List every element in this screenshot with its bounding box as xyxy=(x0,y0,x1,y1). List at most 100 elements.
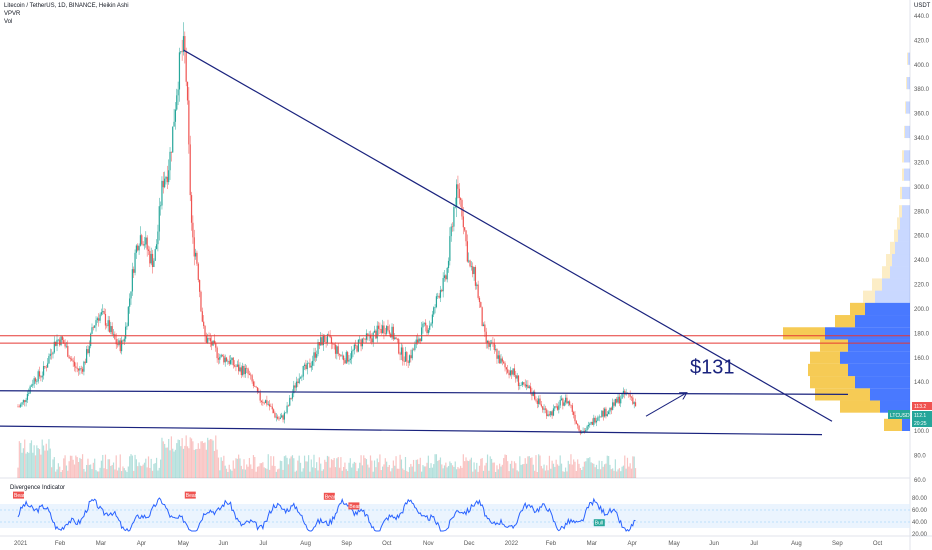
volume-bar xyxy=(142,464,144,478)
volume-bar xyxy=(365,459,368,478)
descending-trendline[interactable] xyxy=(183,49,833,422)
vp-up-bar xyxy=(890,266,910,279)
channel-bottom-line[interactable] xyxy=(0,425,823,436)
volume-bar xyxy=(329,467,331,478)
volume-bar xyxy=(271,465,273,478)
candle-body xyxy=(488,340,490,347)
price-tick-label: 140.0 xyxy=(914,380,930,386)
price-tick-label: 240.0 xyxy=(914,258,930,264)
volume-bar xyxy=(587,458,590,478)
volume-bar xyxy=(176,443,178,478)
price-tags: LTCUSDT 113.2 112.1 20:25 xyxy=(888,402,932,427)
time-tick-label: Apr xyxy=(628,541,637,547)
volume-bar xyxy=(517,471,520,478)
candle-body xyxy=(316,354,318,358)
volume-bar xyxy=(250,464,252,478)
volume-bar xyxy=(558,465,560,478)
candle-body xyxy=(114,333,116,340)
candle-body xyxy=(418,338,420,343)
candle-body xyxy=(454,206,456,208)
candle-body xyxy=(595,420,598,423)
volume-bar xyxy=(51,467,53,478)
candle-body xyxy=(396,339,399,340)
price-tick-label: 260.0 xyxy=(914,234,930,240)
volume-bar xyxy=(531,457,533,478)
candle-body xyxy=(622,390,625,394)
volume-bar xyxy=(26,451,29,478)
vp-up-bar xyxy=(875,290,910,303)
vp-down-bar xyxy=(899,205,902,218)
price-tick-label: 220.0 xyxy=(914,283,930,289)
candle-body xyxy=(458,188,460,199)
volume-bar xyxy=(539,455,541,478)
candle-body xyxy=(438,295,440,298)
candle-body xyxy=(376,325,378,339)
candle-body xyxy=(231,357,233,361)
volume-bar xyxy=(17,467,19,478)
candle-body xyxy=(509,370,512,376)
volume-bar xyxy=(122,466,124,478)
candle-body xyxy=(266,400,268,405)
volume-bar xyxy=(146,467,148,478)
volume-bar xyxy=(601,461,603,478)
candle-body xyxy=(334,344,337,354)
candle-body xyxy=(96,318,98,321)
volume-bar xyxy=(286,457,288,478)
vp-up-bar xyxy=(898,229,910,242)
volume-bar xyxy=(351,467,353,478)
volume-bar xyxy=(151,470,154,478)
volume-bar xyxy=(450,463,452,478)
signal-tag xyxy=(348,502,360,510)
candle-body xyxy=(528,386,530,389)
rsi-axis[interactable]: 80.00 60.00 40.00 20.00 xyxy=(912,496,928,538)
vp-up-bar xyxy=(905,125,910,139)
volume-bar xyxy=(213,450,216,478)
candle-body xyxy=(609,407,611,412)
candle-body xyxy=(550,411,552,416)
vpvr-indicator-label[interactable]: VPVR xyxy=(4,11,21,17)
candle-body xyxy=(372,332,374,343)
candle-body xyxy=(38,371,41,377)
candle-body xyxy=(177,89,179,96)
candle-body xyxy=(119,340,121,352)
projection-arrow[interactable] xyxy=(645,393,686,417)
candle-body xyxy=(318,342,320,346)
volume-bar xyxy=(295,470,298,478)
candle-body xyxy=(574,414,576,422)
symbol-tag xyxy=(888,410,910,419)
candle-body xyxy=(415,339,417,345)
candle-body xyxy=(367,333,369,336)
volume-bar xyxy=(551,460,553,478)
channel-top-line[interactable] xyxy=(0,390,849,395)
price-axis[interactable]: 440.0 420.0 400.0 380.0 360.0 340.0 320.0 300.0… xyxy=(914,14,930,484)
volume-bar xyxy=(57,463,59,478)
volume-bar xyxy=(33,445,35,478)
volume-bar xyxy=(453,466,455,478)
volume-bar xyxy=(320,463,322,478)
volume-bar xyxy=(503,458,505,478)
volume-bar xyxy=(593,463,595,478)
candle-body xyxy=(243,365,245,375)
vp-up-bar xyxy=(848,339,910,352)
rsi-indicator-label[interactable]: Divergence Indicator xyxy=(10,485,66,491)
volume-bar xyxy=(571,464,573,478)
volume-bar xyxy=(22,448,24,478)
vp-down-bar xyxy=(902,150,904,163)
candle-body xyxy=(391,326,393,338)
volume-bar xyxy=(25,453,27,478)
vp-up-bar xyxy=(840,351,910,364)
volume-indicator-label[interactable]: Vol xyxy=(4,19,13,25)
countdown-tag-text: 20:25 xyxy=(914,421,927,427)
candle-body xyxy=(111,326,113,335)
signal-tag-text: Bear xyxy=(14,493,25,499)
time-tick-label: Feb xyxy=(55,541,66,547)
volume-bar xyxy=(262,462,264,478)
volume-bar xyxy=(36,445,38,478)
candle-body xyxy=(404,352,407,362)
price-target-annotation[interactable]: $131 xyxy=(690,357,735,379)
candle-body xyxy=(213,340,216,343)
time-axis[interactable]: 2021 Feb Mar Apr May Jun Jul Aug Sep Oct Nov Dec 202… xyxy=(14,541,883,547)
candle-body xyxy=(392,326,394,340)
candle-body xyxy=(44,366,46,368)
